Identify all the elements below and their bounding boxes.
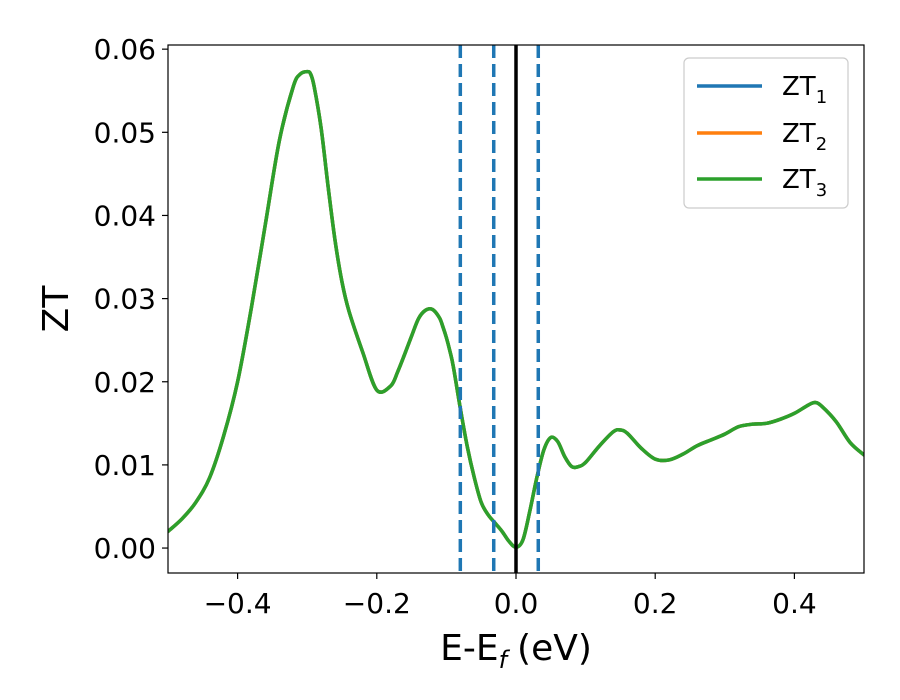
series-line-3	[168, 69, 864, 549]
x-axis-label-sub: f	[499, 646, 511, 674]
legend-label-1-sub: 1	[816, 87, 827, 108]
legend-label-2: ZT	[782, 119, 816, 149]
vertical-line-layer	[458, 45, 541, 573]
x-axis-label-unit: (eV)	[517, 628, 592, 669]
svg-text:ZT1: ZT1	[782, 72, 827, 108]
legend-entry-3: ZT3	[697, 165, 827, 201]
series-layer	[168, 69, 864, 549]
x-axis-label-main: E-E	[440, 628, 498, 669]
x-tick-label-2: 0.0	[494, 587, 539, 620]
legend-entry-1: ZT1	[697, 72, 827, 108]
legend-label-3-sub: 3	[816, 180, 827, 201]
x-ticks: −0.4 −0.2 0.0 0.2 0.4	[204, 573, 817, 620]
svg-text:ZT3: ZT3	[782, 165, 827, 201]
y-tick-label-5: 0.05	[94, 116, 156, 149]
y-tick-label-2: 0.02	[94, 366, 156, 399]
y-ticks: 0.00 0.01 0.02 0.03 0.04 0.05 0.06	[94, 33, 168, 565]
legend-label-2-sub: 2	[816, 134, 827, 155]
legend-entry-2: ZT2	[697, 119, 827, 155]
y-axis-label: ZT	[36, 285, 77, 333]
x-tick-label-4: 0.4	[772, 587, 817, 620]
legend-label-1: ZT	[782, 72, 816, 102]
y-tick-label-4: 0.04	[94, 199, 156, 232]
x-tick-label-1: −0.2	[343, 587, 411, 620]
y-tick-label-0: 0.00	[94, 532, 156, 565]
y-tick-label-1: 0.01	[94, 449, 156, 482]
legend-frame	[683, 57, 849, 209]
x-tick-label-0: −0.4	[204, 587, 272, 620]
y-tick-label-6: 0.06	[94, 33, 156, 66]
x-axis-label: E-Ef (eV)	[440, 628, 592, 674]
svg-text:ZT2: ZT2	[782, 119, 827, 155]
x-tick-label-3: 0.2	[633, 587, 678, 620]
legend: ZT1 ZT2 ZT3	[683, 57, 849, 209]
legend-label-3: ZT	[782, 165, 816, 195]
y-tick-label-3: 0.03	[94, 283, 156, 316]
